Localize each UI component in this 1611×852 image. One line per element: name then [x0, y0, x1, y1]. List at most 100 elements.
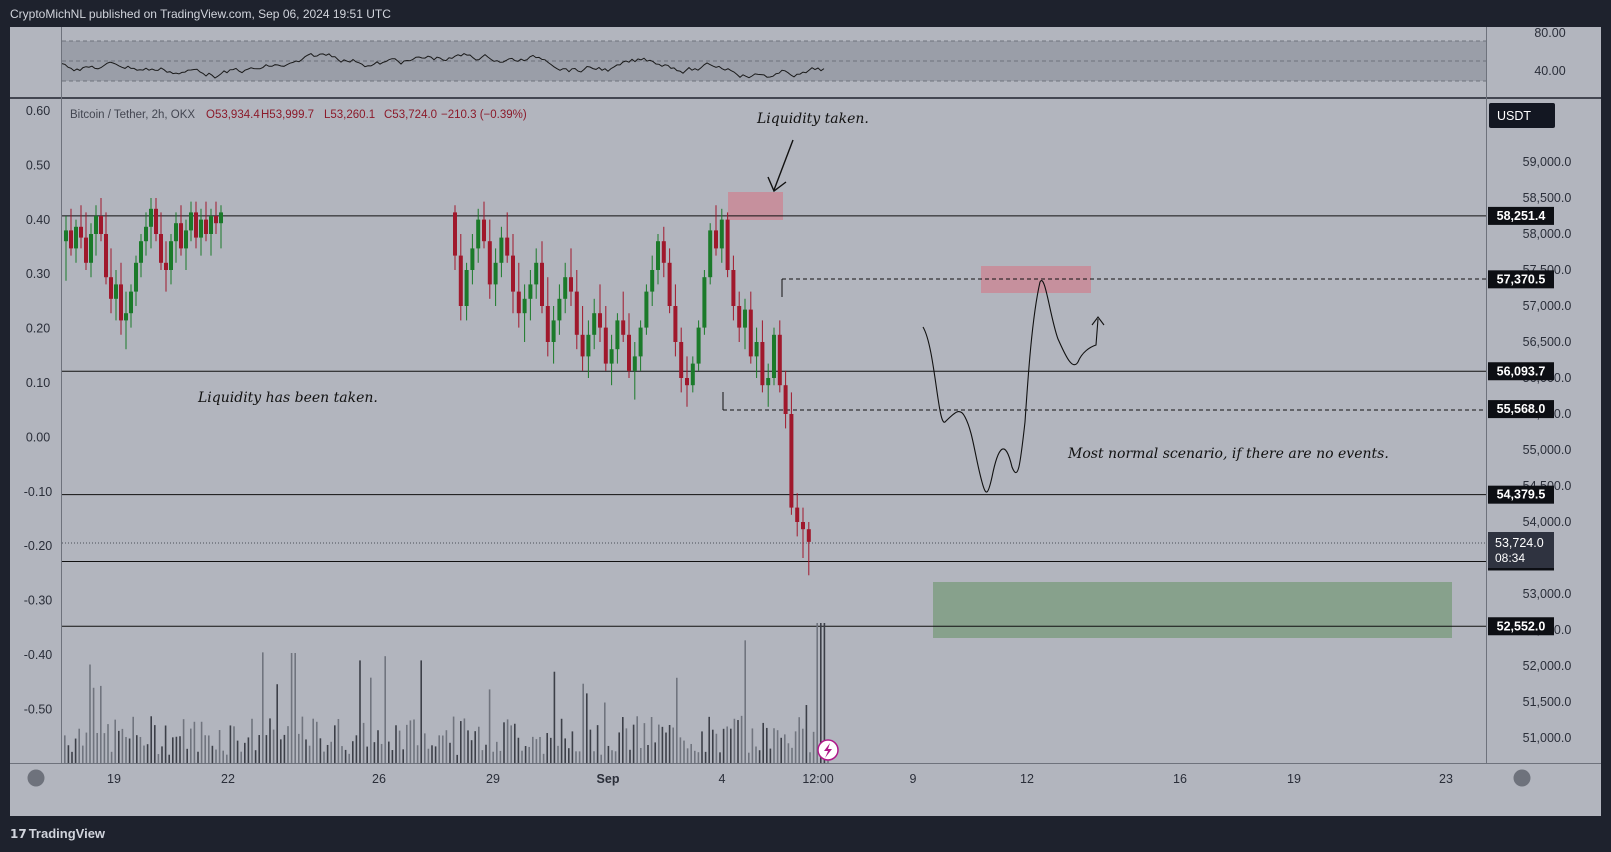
volume-bar	[384, 656, 386, 763]
candle-body	[789, 414, 794, 508]
left-scroll-button[interactable]	[27, 769, 45, 787]
rsi-panel: 80.00 40.00	[10, 26, 1601, 99]
volume-bar	[650, 717, 653, 763]
tradingview-logo[interactable]: 17 TradingView	[10, 826, 105, 841]
volume-bar	[485, 744, 487, 763]
volume-bar	[445, 730, 448, 763]
candle-body	[194, 212, 198, 238]
chart-area[interactable]: 80.00 40.00 Liquidity taken. Liquidity h…	[10, 26, 1601, 816]
candle-body	[159, 234, 163, 263]
candle-body	[144, 226, 148, 242]
volume-bar	[103, 733, 106, 763]
candle-body	[719, 219, 724, 249]
volume-bar	[481, 750, 484, 763]
volume-bar	[305, 739, 307, 763]
volume-bar	[434, 746, 437, 763]
volume-bar	[668, 724, 671, 763]
settings-circle-button[interactable]	[1513, 769, 1531, 787]
candle-body	[563, 277, 568, 299]
volume-bar	[100, 685, 102, 763]
candle-body	[569, 277, 573, 292]
volume-bar	[805, 705, 808, 763]
volume-bar	[157, 754, 160, 763]
candle-body	[154, 208, 158, 234]
volume-bar	[175, 736, 178, 763]
chart-svg[interactable]: 80.00 40.00 Liquidity taken. Liquidity h…	[10, 26, 1601, 816]
lightning-icon[interactable]	[817, 739, 839, 761]
volume-bar	[492, 751, 494, 763]
volume-bar	[193, 721, 196, 763]
volume-bar	[416, 745, 419, 763]
candle-body	[134, 262, 138, 292]
volume-bar	[611, 750, 613, 763]
time-label: 4	[719, 772, 726, 786]
volume-bar	[643, 723, 646, 763]
volume-bar	[467, 730, 469, 763]
candle-body	[109, 277, 113, 299]
candle-body	[189, 212, 193, 231]
volume-bar	[665, 732, 667, 763]
volume-bar	[762, 722, 764, 763]
rsi-line	[61, 53, 825, 79]
volume-bar	[236, 740, 239, 763]
price-axis[interactable]: 59,000.058,500.058,000.057,500.057,000.0…	[1523, 155, 1572, 745]
candle-body	[609, 349, 614, 364]
volume-bar	[146, 744, 149, 763]
candle-body	[104, 234, 108, 278]
candle-body	[99, 216, 103, 234]
currency-button-label[interactable]: USDT	[1497, 109, 1531, 123]
candle-body	[482, 219, 486, 242]
volume-bar	[748, 752, 750, 763]
volume-bar	[190, 728, 192, 763]
candle-body	[516, 291, 521, 314]
volume-bar	[251, 718, 253, 763]
volume-bar	[503, 722, 505, 763]
time-axis[interactable]: 19 22 26 29 Sep 4 12:00 9 12 16 19 23	[107, 772, 1453, 786]
candle-body	[199, 219, 203, 238]
volume-bar	[776, 730, 779, 763]
liquidity-arrow	[773, 139, 794, 191]
candle-body	[772, 334, 776, 378]
volume-bar	[118, 730, 120, 763]
time-label: 16	[1173, 772, 1187, 786]
volume-bar	[553, 671, 556, 763]
currency-button-bg[interactable]	[1489, 103, 1555, 128]
volume-bar	[514, 723, 516, 763]
candle-body	[114, 284, 118, 299]
volume-bar	[679, 737, 682, 763]
volume-bar	[168, 754, 170, 763]
volume-bar	[618, 732, 620, 763]
volume-bar	[337, 718, 340, 763]
time-label: 12	[1020, 772, 1034, 786]
price-label-bg	[1488, 206, 1554, 225]
volume-bar	[794, 731, 797, 763]
volume-bar	[683, 740, 685, 763]
candle-body	[470, 248, 475, 270]
last-price-value: 53,724.0	[1495, 536, 1544, 550]
volume-bar	[661, 726, 664, 763]
publisher-text: CryptoMichNL published on TradingView.co…	[10, 7, 391, 21]
volume-bar	[290, 653, 293, 763]
volume-bar	[506, 719, 509, 763]
currency-button[interactable]: USDT	[1489, 103, 1555, 128]
volume-bar	[535, 739, 538, 763]
volume-bar	[604, 702, 606, 763]
volume-bar	[244, 742, 246, 763]
volume-bar	[712, 729, 714, 763]
volume-bar	[272, 729, 275, 763]
volume-bar	[370, 677, 372, 763]
candle-body	[754, 342, 759, 357]
volume-bar	[161, 746, 163, 763]
volume-bar	[575, 751, 577, 763]
volume-bar	[737, 720, 739, 763]
candle-body	[586, 334, 591, 357]
volume-bar	[258, 735, 260, 763]
candle-body	[661, 241, 666, 263]
candle-body	[801, 522, 805, 530]
volume-bar	[326, 744, 329, 763]
time-label: 29	[486, 772, 500, 786]
legend-symbol: Bitcoin / Tether, 2h, OKX	[70, 109, 195, 121]
volume-bar	[798, 717, 800, 763]
price-tick: 52,000.0	[1523, 659, 1572, 673]
publisher-bar: CryptoMichNL published on TradingView.co…	[0, 0, 1611, 27]
